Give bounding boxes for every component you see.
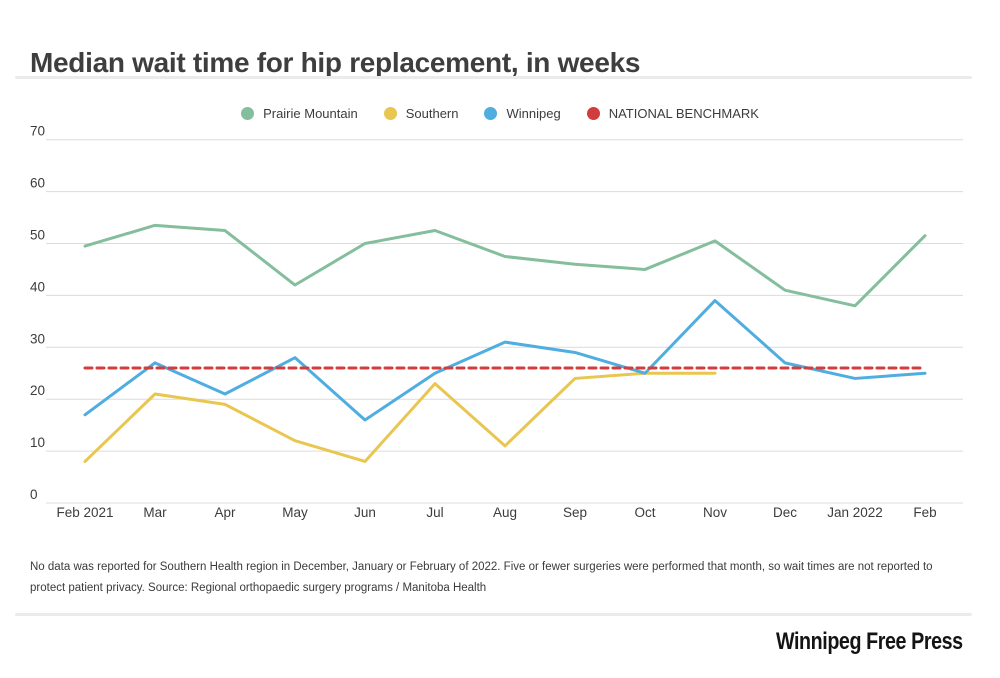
y-axis-tick-label: 30: [30, 331, 45, 346]
y-axis-tick-label: 20: [30, 383, 45, 398]
legend-dot-icon: [484, 107, 498, 120]
x-axis-tick-label: Feb 2021: [56, 505, 113, 520]
legend-label: Southern: [405, 106, 459, 121]
x-axis-tick-label: Sep: [563, 505, 587, 520]
legend-item-southern: Southern: [383, 106, 459, 121]
y-axis-tick-label: 0: [30, 487, 38, 502]
chart-legend: Prairie Mountain Southern Winnipeg NATIONAL…: [0, 106, 1000, 121]
x-axis-tick-label: Nov: [703, 505, 727, 520]
legend-item-national-benchmark: NATIONAL BENCHMARK: [586, 106, 759, 121]
y-axis-tick-label: 70: [30, 124, 45, 139]
x-axis-tick-label: Apr: [214, 505, 236, 520]
x-axis-tick-label: Feb: [913, 505, 936, 520]
x-axis-tick-label: Jun: [354, 505, 376, 520]
x-axis-tick-label: Dec: [773, 505, 797, 520]
winnipeg-free-press-logo: Winnipeg Free Press: [776, 628, 963, 655]
series-line-southern: [83, 371, 717, 463]
y-axis-tick-label: 40: [30, 279, 45, 294]
x-axis-tick-label: Mar: [143, 505, 167, 520]
legend-dot-icon: [383, 107, 397, 120]
legend-label: NATIONAL BENCHMARK: [608, 106, 759, 121]
series-line-prairie-mountain: [83, 223, 927, 308]
x-axis-tick-label: Oct: [634, 505, 655, 520]
x-axis-tick-label: Aug: [493, 505, 517, 520]
y-axis-tick-label: 10: [30, 435, 45, 450]
y-axis-tick-label: 50: [30, 228, 45, 243]
line-chart: 0 10 20 30 40 50 60 70 Feb 2021 Mar Apr May Jun Jul Au…: [30, 124, 963, 520]
footer-divider: [15, 613, 972, 616]
series-line-winnipeg: [83, 299, 927, 422]
legend-label: Winnipeg: [506, 106, 561, 121]
legend-dot-icon: [241, 107, 255, 120]
title-divider: [15, 76, 972, 79]
legend-dot-icon: [586, 107, 600, 120]
x-axis-tick-label: Jul: [426, 505, 443, 520]
x-axis-tick-label: Jan 2022: [827, 505, 883, 520]
legend-item-prairie-mountain: Prairie Mountain: [241, 106, 358, 121]
legend-label: Prairie Mountain: [263, 106, 358, 121]
x-axis-tick-label: May: [282, 505, 308, 520]
page-title: Median wait time for hip replacement, in…: [30, 46, 641, 78]
legend-item-winnipeg: Winnipeg: [484, 106, 561, 121]
footnote-text: No data was reported for Southern Health…: [30, 560, 933, 594]
y-axis-tick-label: 60: [30, 176, 45, 191]
